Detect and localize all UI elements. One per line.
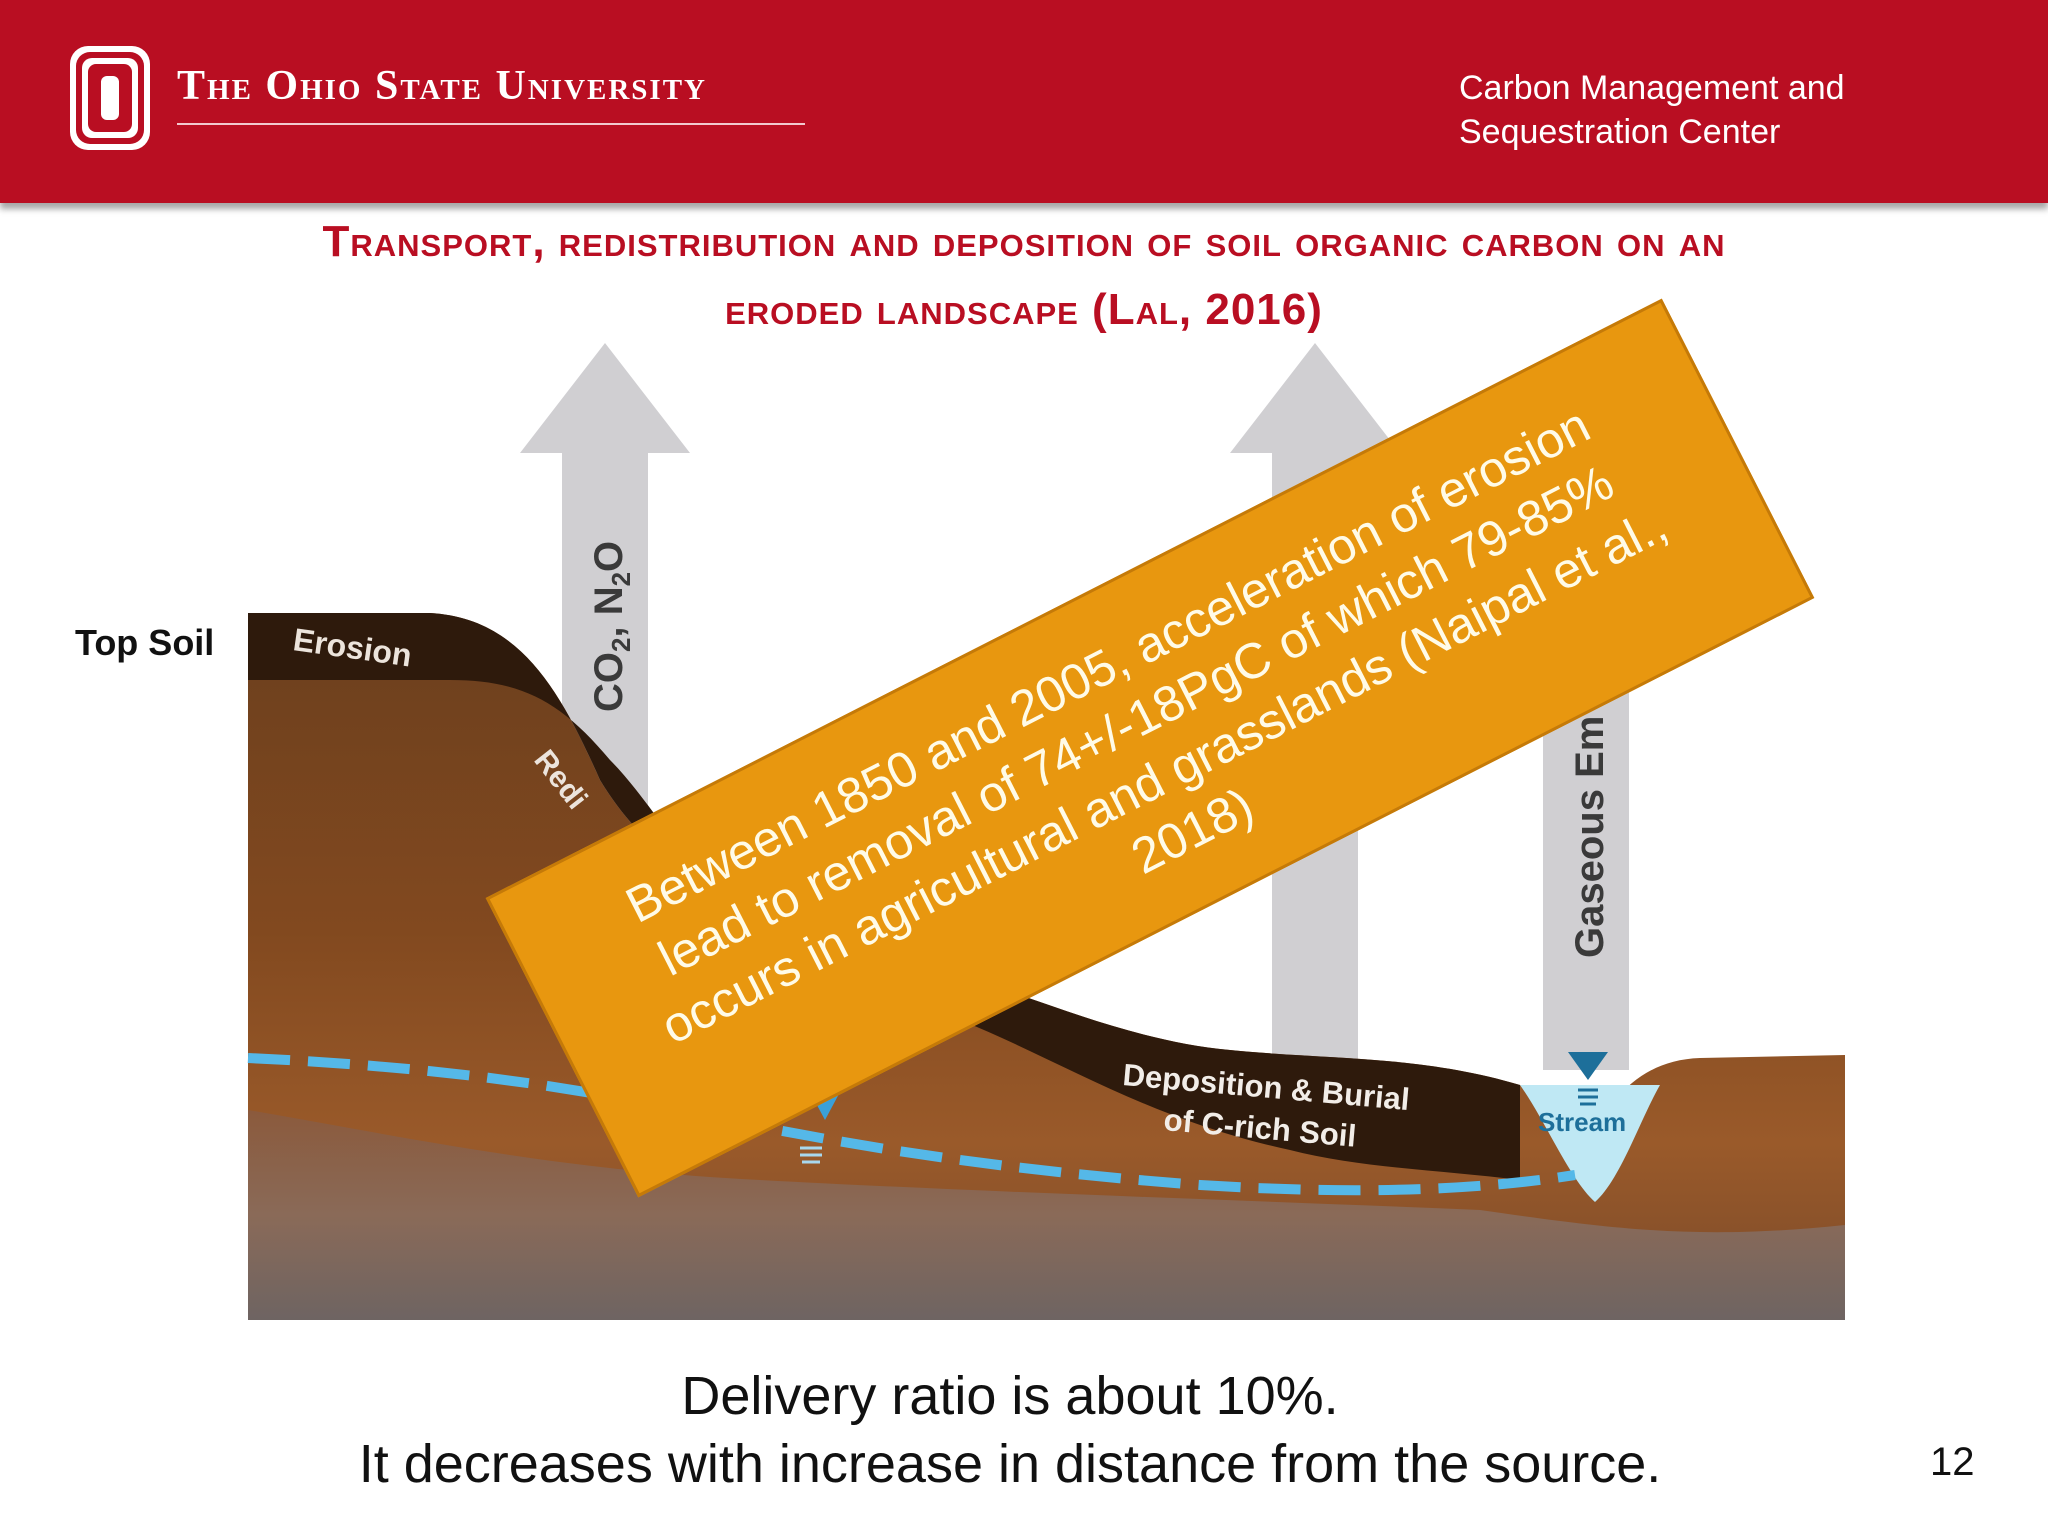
slide-title-line2: eroded landscape (Lal, 2016) <box>725 285 1323 334</box>
water-level-lines-icon <box>1578 1088 1598 1106</box>
slide-title-line1: Transport, redistribution and deposition… <box>322 217 1726 266</box>
co2-n2o-label: CO2, N2O <box>587 541 636 712</box>
gaseous-emission-label: Gaseous Em <box>1568 716 1612 958</box>
water-level-lines-2-icon <box>800 1146 822 1164</box>
slide-caption: Delivery ratio is about 10%. It decrease… <box>280 1362 1740 1498</box>
top-soil-label: Top Soil <box>75 622 214 663</box>
subsoil-layer <box>248 1110 1845 1320</box>
center-name: Carbon Management and Sequestration Cent… <box>1459 66 1845 154</box>
stream-water <box>1520 1085 1660 1202</box>
water-table-line <box>247 1053 1576 1196</box>
header-bar: The Ohio State University Carbon Managem… <box>0 0 2048 203</box>
center-name-line2: Sequestration Center <box>1459 113 1781 151</box>
slide-title: Transport, redistribution and deposition… <box>40 208 2008 344</box>
university-name: The Ohio State University <box>177 63 707 109</box>
caption-line2: It decreases with increase in distance f… <box>358 1434 1662 1494</box>
page-number: 12 <box>1930 1440 1975 1484</box>
center-name-line1: Carbon Management and <box>1459 69 1845 107</box>
topsoil-band <box>248 613 1520 1180</box>
stream-label: Stream <box>1538 1107 1626 1137</box>
caption-line1: Delivery ratio is about 10%. <box>681 1366 1339 1426</box>
university-underline <box>177 123 805 125</box>
water-level-marker-icon <box>1568 1052 1608 1080</box>
block-o-logo-icon <box>70 46 150 150</box>
